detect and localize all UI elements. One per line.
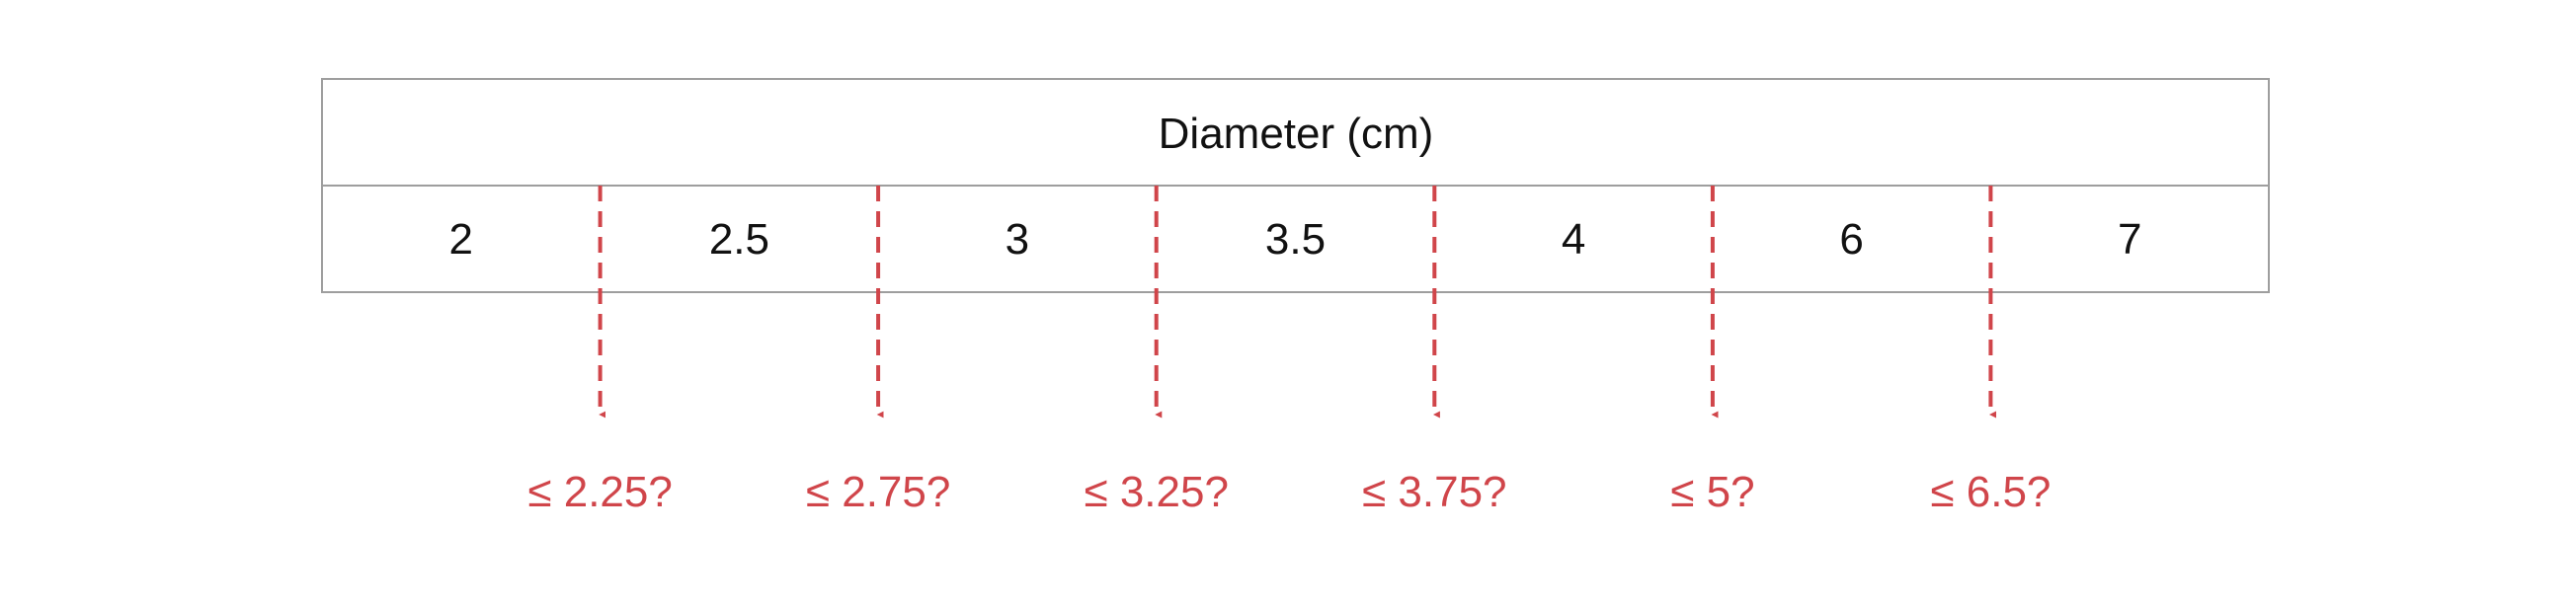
split-marker: ≤ 6.5? <box>1930 186 2051 516</box>
threshold-label: ≤ 3.25? <box>1084 468 1228 516</box>
split-marker: ≤ 5? <box>1670 186 1755 516</box>
diameter-value-cell: 3.5 <box>1265 215 1326 264</box>
split-marker: ≤ 3.25? <box>1084 186 1229 516</box>
threshold-label: ≤ 6.5? <box>1930 468 2051 516</box>
diameter-value-cell: 6 <box>1839 215 1863 264</box>
diameter-value-cell: 3 <box>1006 215 1029 264</box>
diameter-value-cell: 4 <box>1562 215 1585 264</box>
diameter-value-cell: 2.5 <box>709 215 769 264</box>
threshold-label: ≤ 2.75? <box>806 468 950 516</box>
diameter-value-cell: 7 <box>2118 215 2141 264</box>
diameter-table: Diameter (cm) 2 2.5 3 3.5 4 6 7 <box>321 78 2270 293</box>
split-markers: ≤ 2.25? ≤ 2.75? ≤ 3.25? ≤ 3.75? ≤ 5? ≤ 6.5? <box>527 186 2051 516</box>
table-header: Diameter (cm) <box>1159 110 1434 158</box>
diameter-value-cell: 2 <box>449 215 473 264</box>
value-row: 2 2.5 3 3.5 4 6 7 <box>449 215 2142 264</box>
threshold-label: ≤ 2.25? <box>527 468 672 516</box>
threshold-label: ≤ 3.75? <box>1362 468 1506 516</box>
threshold-label: ≤ 5? <box>1670 468 1754 516</box>
split-marker: ≤ 3.75? <box>1362 186 1507 516</box>
split-marker: ≤ 2.25? <box>527 186 673 516</box>
split-marker: ≤ 2.75? <box>806 186 950 516</box>
